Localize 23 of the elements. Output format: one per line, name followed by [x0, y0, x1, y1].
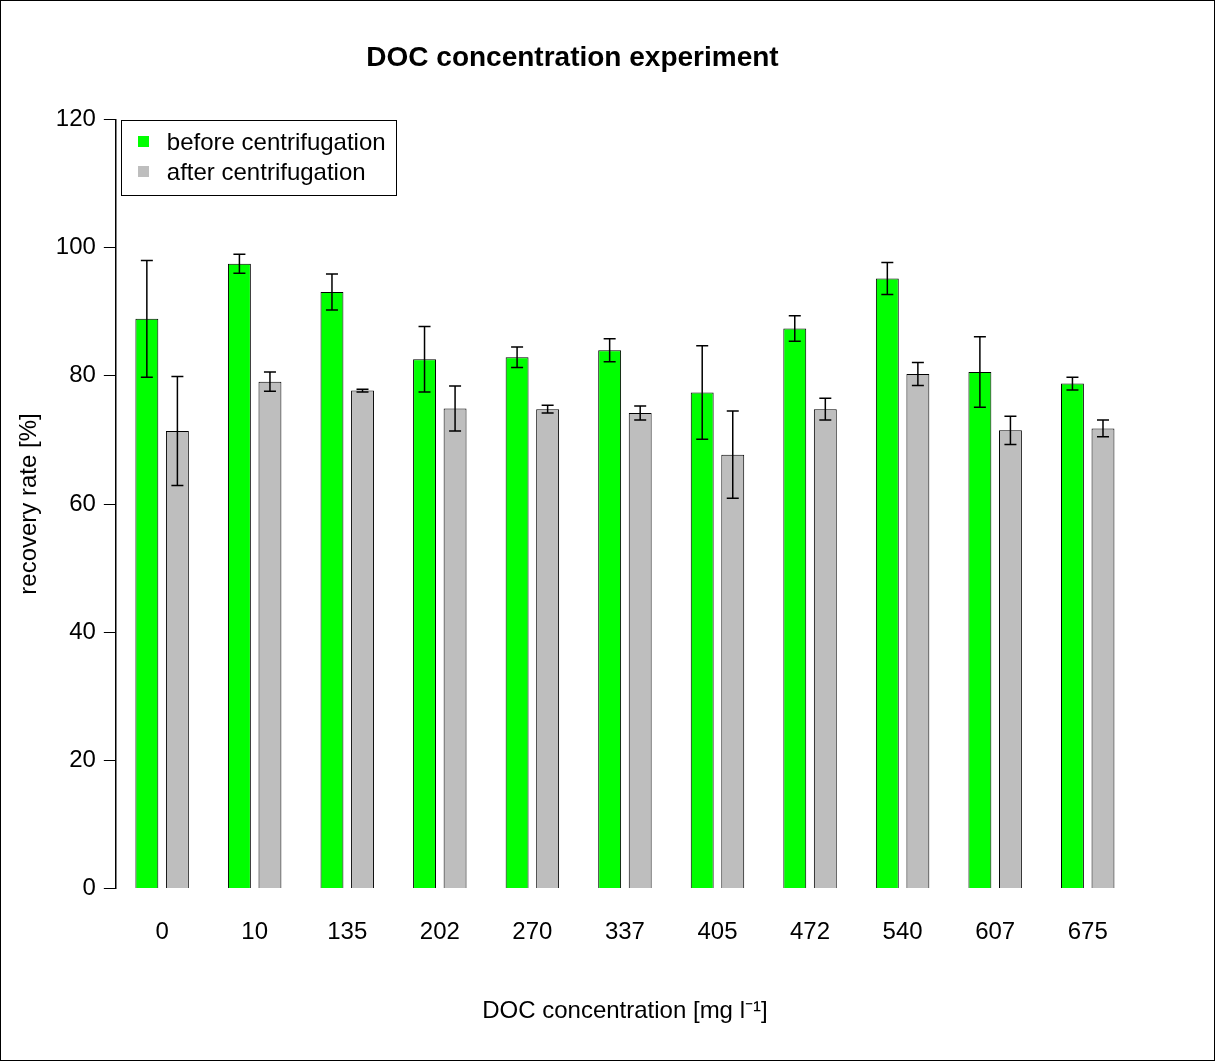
chart-title: DOC concentration experiment — [366, 40, 779, 72]
x-tick-label: 10 — [241, 917, 269, 945]
y-tick-label: 60 — [69, 488, 96, 516]
x-tick-label: 405 — [697, 917, 738, 945]
x-axis-title: DOC concentration [mg l⁻¹] — [482, 996, 768, 1024]
x-tick-label: 135 — [327, 917, 368, 945]
x-tick-label: 337 — [604, 917, 645, 945]
x-tick-label: 675 — [1067, 917, 1108, 945]
x-tick-label: 607 — [975, 917, 1016, 945]
y-tick-label: 120 — [55, 104, 96, 132]
x-tick-label: 202 — [419, 917, 460, 945]
y-tick-label: 80 — [69, 360, 96, 388]
x-tick-label: 0 — [155, 917, 169, 945]
x-tick-label: 270 — [512, 917, 553, 945]
y-tick-label: 20 — [69, 744, 96, 772]
y-axis-title: recovery rate [%] — [14, 413, 42, 595]
legend-label: before centrifugation — [166, 126, 386, 157]
y-tick-label: 100 — [55, 232, 96, 260]
legend-label: after centrifugation — [166, 156, 366, 187]
y-tick-label: 40 — [69, 616, 96, 644]
x-tick-label: 472 — [790, 917, 831, 945]
x-tick-label: 540 — [882, 917, 923, 945]
y-tick-label: 0 — [82, 873, 96, 901]
